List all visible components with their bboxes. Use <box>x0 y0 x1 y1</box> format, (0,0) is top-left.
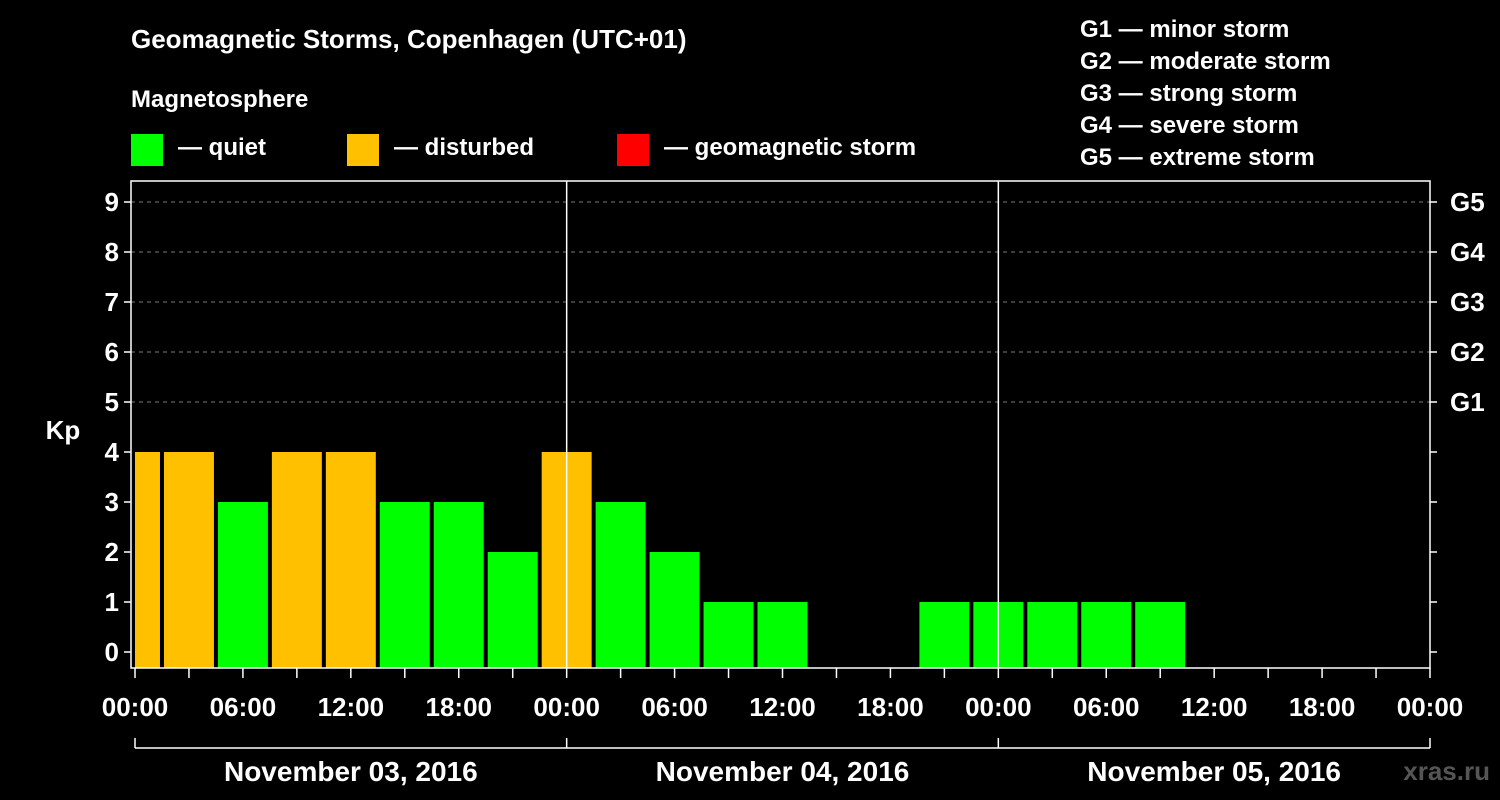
g1-description: G1 — minor storm <box>1080 16 1290 43</box>
g4-description: G4 — severe storm <box>1080 112 1299 139</box>
y-tick-label-2: 2 <box>105 537 119 567</box>
kp-bar-10 <box>649 552 700 668</box>
g-scale-label-G4: G4 <box>1450 237 1485 267</box>
y-axis-label: Kp <box>46 415 81 445</box>
kp-bar-3 <box>271 452 322 668</box>
legend-label-disturbed: — disturbed <box>394 134 535 161</box>
y-tick-label-9: 9 <box>105 187 119 217</box>
g-scale-label-G2: G2 <box>1450 337 1485 367</box>
day-label-2: November 05, 2016 <box>1087 756 1341 787</box>
kp-bar-17 <box>1027 602 1078 668</box>
kp-bar-1 <box>163 452 214 668</box>
legend-label-storm: — geomagnetic storm <box>664 134 917 161</box>
legend-swatch-storm <box>617 134 649 166</box>
magnetosphere-label: Magnetosphere <box>131 86 309 113</box>
y-tick-label-4: 4 <box>105 437 120 467</box>
y-tick-label-0: 0 <box>105 637 119 667</box>
kp-bar-9 <box>595 502 646 668</box>
x-tick-label-5: 06:00 <box>641 692 708 722</box>
g-scale-label-G1: G1 <box>1450 387 1485 417</box>
x-tick-label-9: 06:00 <box>1073 692 1140 722</box>
watermark: xras.ru <box>1403 756 1490 786</box>
g-scale-label-G5: G5 <box>1450 187 1485 217</box>
x-tick-label-6: 12:00 <box>749 692 816 722</box>
y-tick-label-7: 7 <box>105 287 119 317</box>
y-tick-label-8: 8 <box>105 237 119 267</box>
g-scale-label-G3: G3 <box>1450 287 1485 317</box>
legend-swatch-quiet <box>131 134 163 166</box>
day-label-1: November 04, 2016 <box>656 756 910 787</box>
x-tick-label-3: 18:00 <box>426 692 493 722</box>
x-tick-label-12: 00:00 <box>1397 692 1464 722</box>
g5-description: G5 — extreme storm <box>1080 144 1315 171</box>
x-tick-label-10: 12:00 <box>1181 692 1248 722</box>
legend-swatch-disturbed <box>347 134 379 166</box>
y-tick-label-3: 3 <box>105 487 119 517</box>
x-tick-label-7: 18:00 <box>857 692 924 722</box>
g3-description: G3 — strong storm <box>1080 80 1298 107</box>
kp-bar-0 <box>135 452 160 668</box>
x-tick-label-4: 00:00 <box>533 692 600 722</box>
plot-frame <box>130 180 1431 669</box>
y-tick-label-6: 6 <box>105 337 119 367</box>
kp-bar-2 <box>217 502 268 668</box>
day-label-0: November 03, 2016 <box>224 756 478 787</box>
x-tick-label-8: 00:00 <box>965 692 1032 722</box>
y-tick-label-1: 1 <box>105 587 119 617</box>
kp-bar-6 <box>433 502 484 668</box>
kp-bar-7 <box>487 552 538 668</box>
y-tick-label-5: 5 <box>105 387 119 417</box>
x-tick-label-11: 18:00 <box>1289 692 1356 722</box>
kp-bar-5 <box>379 502 430 668</box>
kp-bar-19 <box>1135 602 1186 668</box>
x-tick-label-1: 06:00 <box>210 692 277 722</box>
kp-bar-12 <box>757 602 808 668</box>
g2-description: G2 — moderate storm <box>1080 48 1331 75</box>
legend-label-quiet: — quiet <box>178 134 266 161</box>
kp-bar-18 <box>1081 602 1132 668</box>
x-tick-label-0: 00:00 <box>102 692 169 722</box>
chart-title: Geomagnetic Storms, Copenhagen (UTC+01) <box>131 24 687 54</box>
x-tick-label-2: 12:00 <box>318 692 385 722</box>
kp-bar-4 <box>325 452 376 668</box>
kp-bar-15 <box>919 602 970 668</box>
kp-bar-11 <box>703 602 754 668</box>
